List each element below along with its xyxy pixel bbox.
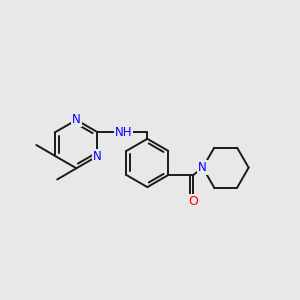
Text: O: O bbox=[188, 195, 198, 208]
Text: NH: NH bbox=[115, 125, 132, 139]
Text: N: N bbox=[72, 113, 81, 127]
Text: N: N bbox=[198, 161, 207, 174]
Text: N: N bbox=[93, 150, 102, 163]
